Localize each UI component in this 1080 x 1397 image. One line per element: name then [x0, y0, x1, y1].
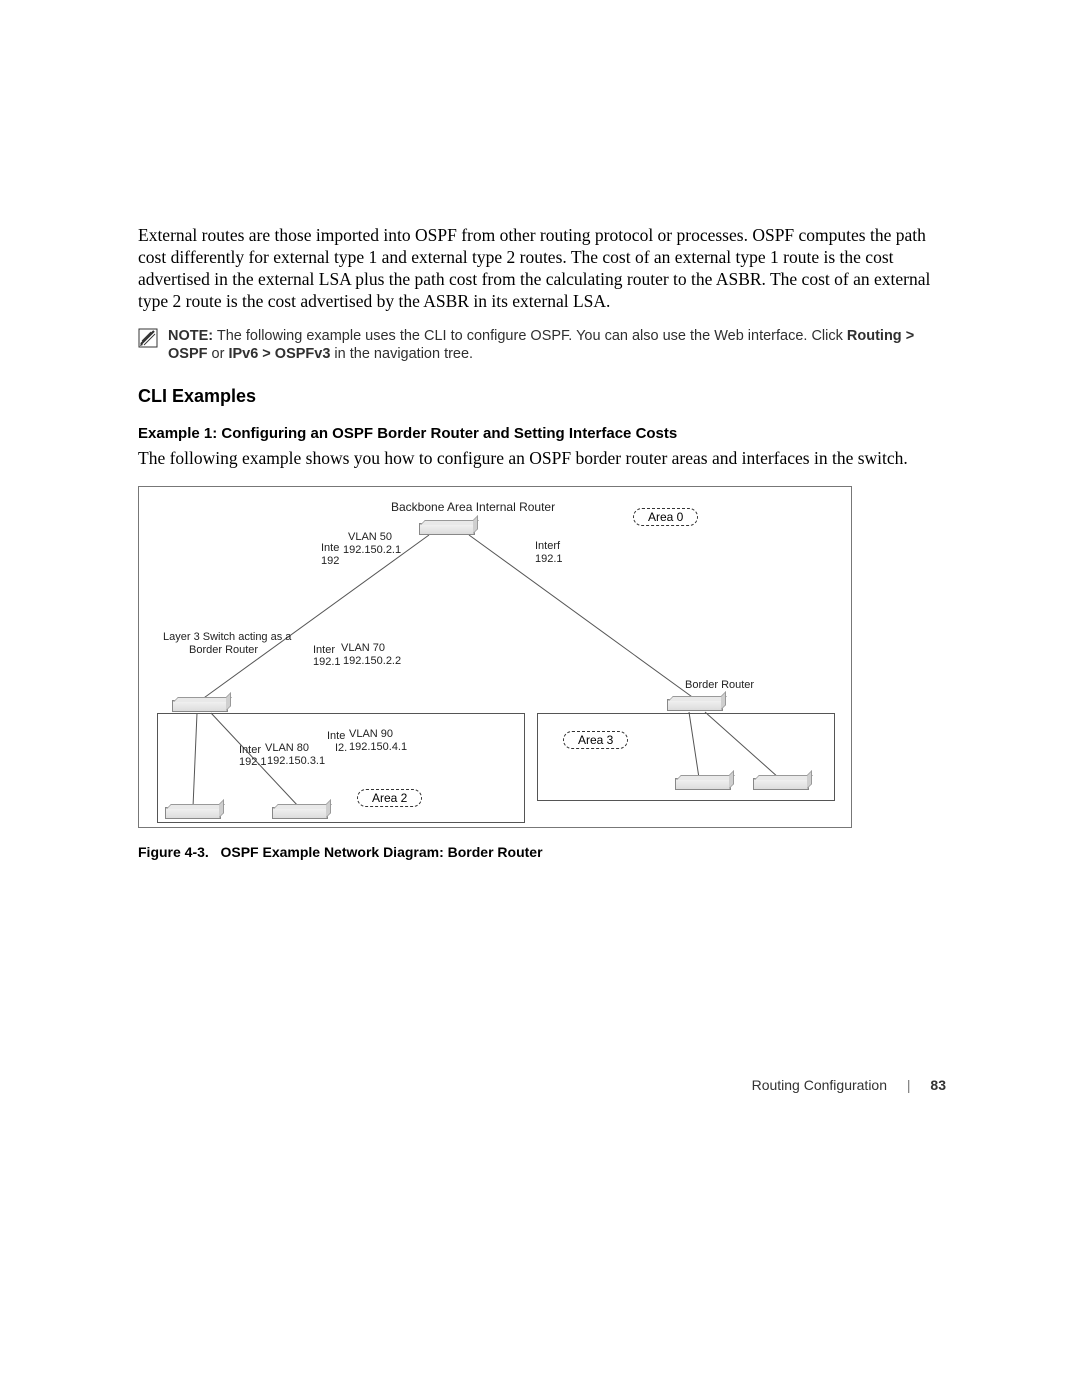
note-before: The following example uses the CLI to co…	[213, 328, 847, 344]
note-bold-2: IPv6 > OSPFv3	[228, 346, 330, 362]
vlan50-label: VLAN 50	[348, 531, 392, 543]
vlan90-ip: 192.150.4.1	[349, 741, 407, 753]
vlan90-label: VLAN 90	[349, 728, 393, 740]
pencil-note-icon	[138, 328, 158, 348]
area-3-label: Area 3	[563, 731, 628, 749]
note-mid: or	[207, 346, 228, 362]
cli-examples-heading: CLI Examples	[138, 386, 946, 407]
figure-caption: Figure 4-3. OSPF Example Network Diagram…	[138, 844, 946, 860]
vlan50-192: 192	[321, 555, 339, 567]
intro-paragraph: External routes are those imported into …	[138, 225, 946, 313]
vlan50-ip: 192.150.2.1	[343, 544, 401, 556]
router-backbone	[419, 523, 475, 535]
figure-caption-prefix: Figure 4-3.	[138, 844, 209, 860]
footer-section: Routing Configuration	[752, 1077, 887, 1093]
footer-page-number: 83	[930, 1077, 946, 1093]
figure-caption-text: OSPF Example Network Diagram: Border Rou…	[220, 844, 542, 860]
note-after: in the navigation tree.	[330, 346, 473, 362]
backbone-title: Backbone Area Internal Router	[391, 500, 555, 514]
vlan80-1921: 192.1	[239, 756, 267, 768]
interf-label: Interf	[535, 540, 560, 552]
vlan70-label: VLAN 70	[341, 642, 385, 654]
border-router-label: Border Router	[685, 679, 754, 691]
example-1-heading: Example 1: Configuring an OSPF Border Ro…	[138, 425, 946, 442]
l3switch-line1: Layer 3 Switch acting as a	[163, 631, 291, 643]
area-3-rect	[537, 713, 835, 801]
vlan80-label: VLAN 80	[265, 742, 309, 754]
area-2-label: Area 2	[357, 789, 422, 807]
example-1-paragraph: The following example shows you how to c…	[138, 448, 946, 470]
vlan70-ip: 192.150.2.2	[343, 655, 401, 667]
note-block: NOTE: The following example uses the CLI…	[138, 327, 946, 365]
vlan80-inter: Inter	[239, 744, 261, 756]
l3switch-line2: Border Router	[189, 644, 258, 656]
vlan90-i2: I2.	[335, 742, 347, 754]
area-0-label: Area 0	[633, 508, 698, 526]
vlan70-1921: 192.1	[313, 656, 341, 668]
note-text: NOTE: The following example uses the CLI…	[168, 327, 946, 365]
router-l3-switch	[172, 700, 228, 712]
page-footer: Routing Configuration | 83	[752, 1077, 946, 1093]
vlan80-ip: 192.150.3.1	[267, 755, 325, 767]
network-diagram: Area 0 Area 2 Area 3 Backbone Area Inter…	[138, 486, 852, 828]
vlan90-inte: Inte	[327, 730, 345, 742]
note-label: NOTE:	[168, 328, 213, 344]
vlan50-inte: Inte	[321, 542, 339, 554]
vlan70-inter: Inter	[313, 644, 335, 656]
router-border-right	[667, 699, 723, 711]
footer-separator: |	[907, 1077, 911, 1093]
interf-ip: 192.1	[535, 553, 563, 565]
